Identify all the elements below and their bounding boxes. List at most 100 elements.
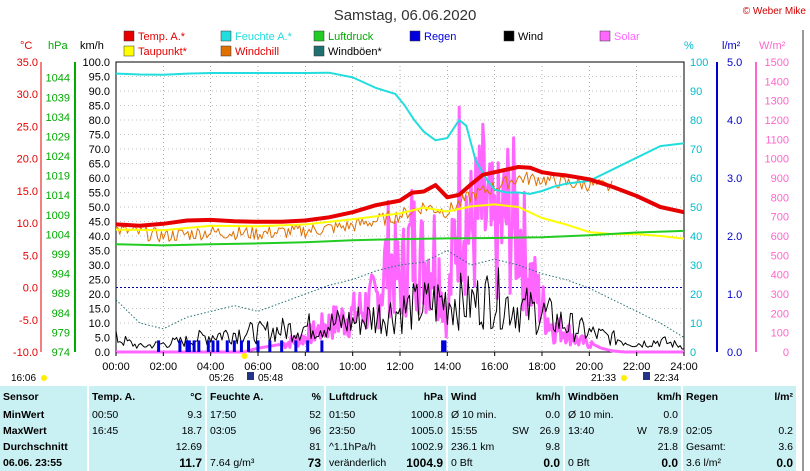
rain-bar (211, 340, 215, 352)
legend-swatch (220, 45, 232, 57)
moon-icon (247, 372, 254, 380)
rain-bar (320, 340, 324, 352)
statistics-table: Sensor Temp. A. °C Feuchte A. % Luftdruc… (0, 386, 796, 471)
pressure-time: ^1.1hPa/h (324, 439, 397, 456)
gust-value: 21.8 (657, 441, 678, 454)
x-tick-label: 22:00 (623, 361, 651, 373)
pressure-value: 1005.0 (410, 425, 443, 438)
rain-value: 3.6 (778, 441, 793, 454)
legend-swatch (503, 30, 515, 42)
rain-bar (441, 340, 445, 352)
x-tick-label: 14:00 (434, 361, 462, 373)
time-marks: 16:06 05:26 05:48 21:33 22:34 (11, 353, 679, 384)
pressure-tick-label: 1024 (46, 151, 70, 163)
solar-tick-label: 500 (771, 250, 789, 262)
solar-tick-label: 800 (771, 192, 789, 204)
pressure-tick-label: 1039 (46, 92, 70, 104)
temp-time (87, 455, 152, 471)
temp-tick-label: 5.0 (23, 250, 38, 262)
temp-tick-label: 0.0 (23, 283, 38, 295)
moonset-icon (643, 372, 650, 380)
wind-time: 236.1 km (446, 439, 509, 456)
pressure-tick-label: 994 (52, 269, 70, 281)
rain-tick-label: 0.0 (727, 347, 742, 359)
humidity-value: 52 (309, 409, 321, 422)
humidity-time: 7.64 g/m³ (205, 455, 270, 471)
x-axis-ticks: 00:00 02:00 04:00 06:00 08:00 10:00 12:00 14:00… (102, 352, 698, 373)
x-tick-label: 12:00 (386, 361, 414, 373)
wind-tick-label: 40.0 (89, 231, 110, 243)
legend-label: Luftdruck (328, 31, 374, 43)
humidity-tick-label: 20 (690, 289, 702, 301)
humidity-tick-label: 0 (690, 347, 696, 359)
rain-tick-label: 5.0 (727, 57, 742, 69)
temp-tick-label: 25.0 (17, 121, 38, 133)
rain-bar (256, 340, 260, 352)
moonset-time-label: 22:34 (654, 373, 679, 384)
x-tick-label: 16:00 (481, 361, 509, 373)
moonrise-icon (621, 375, 627, 381)
temp-tick-label: 35.0 (17, 57, 38, 69)
legend-label: Taupunkt* (138, 46, 188, 58)
pressure-tick-label: 1004 (46, 229, 70, 241)
humidity-value: 73 (307, 456, 321, 471)
gust-direction (634, 407, 654, 423)
rain-bar (268, 340, 272, 352)
legend-label: Windchill (235, 46, 279, 58)
header-humidity-unit: % (311, 390, 321, 403)
row-label: 06.06. 23:55 (3, 457, 62, 470)
temp-tick-label: -5.0 (19, 315, 38, 327)
legend-label: Temp. A.* (138, 31, 186, 43)
header-sensor: Sensor (3, 390, 39, 403)
pressure-time: veränderlich (324, 455, 397, 471)
solar-tick-label: 1500 (765, 57, 789, 69)
wind-tick-label: 45.0 (89, 217, 110, 229)
pressure-tick-label: 989 (52, 288, 70, 300)
solar-tick-label: 1400 (765, 76, 789, 88)
legend-label: Solar (614, 31, 640, 43)
rain-time: Gesamt: (681, 439, 742, 456)
wind-tick-label: 30.0 (89, 260, 110, 272)
wind-tick-label: 20.0 (89, 289, 110, 301)
solar-tick-label: 1000 (765, 154, 789, 166)
rain-value (742, 407, 796, 423)
pressure-tick-label: 984 (52, 308, 70, 320)
humidity-unit-label: % (684, 40, 694, 52)
x-tick-label: 00:00 (102, 361, 130, 373)
wind-tick-label: 80.0 (89, 115, 110, 127)
sunset-time-label: 05:48 (258, 373, 283, 384)
row-label: Durchschnitt (3, 441, 68, 454)
solar-tick-label: 200 (771, 308, 789, 320)
header-temp-unit: °C (190, 390, 202, 403)
x-tick-label: 24:00 (670, 361, 698, 373)
legend-swatch (313, 45, 325, 57)
rain-bar (187, 340, 191, 352)
temp-tick-label: 10.0 (17, 218, 38, 230)
table-row: Durchschnitt 12.69 81 ^1.1hPa/h 1002.9 2… (0, 439, 796, 456)
temp-tick-label: 15.0 (17, 186, 38, 198)
pressure-tick-label: 1034 (46, 112, 70, 124)
wind-direction (509, 407, 533, 423)
solar-tick-label: 1300 (765, 96, 789, 108)
temp-a-series (115, 165, 685, 228)
temp-tick-label: 20.0 (17, 154, 38, 166)
pressure-unit-label: hPa (48, 40, 68, 52)
rain-time: 3.6 l/m² (681, 455, 742, 471)
temp-time (87, 439, 152, 456)
row-label: MaxWert (3, 425, 47, 438)
rain-bar (216, 340, 220, 352)
solar-unit-label: W/m² (759, 40, 786, 52)
humidity-time: 03:05 (205, 423, 270, 440)
humidity-tick-label: 50 (690, 202, 702, 214)
windchill-series (116, 171, 613, 243)
wind-time: 0 Bft (446, 455, 509, 471)
row-label: MinWert (3, 409, 45, 422)
wind-time: Ø 10 min. (446, 407, 509, 424)
header-temp: Temp. A. (87, 386, 152, 408)
pressure-tick-label: 979 (52, 327, 70, 339)
gust-direction: W (637, 425, 647, 438)
legend-swatch (599, 30, 611, 42)
solar-tick-label: 1100 (765, 134, 789, 146)
gust-value: 78.9 (657, 425, 678, 438)
